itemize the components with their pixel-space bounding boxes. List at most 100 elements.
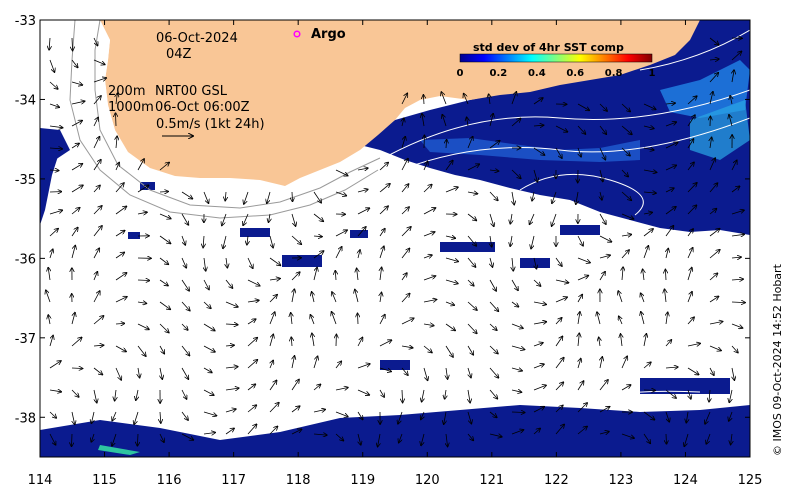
- current-arrow: [159, 192, 168, 193]
- current-arrow: [93, 37, 98, 46]
- colorbar-tick-label: 0.6: [566, 68, 584, 79]
- ssh-contour: [519, 173, 644, 216]
- current-arrow: [489, 141, 500, 149]
- current-arrow: [665, 188, 674, 193]
- current-arrow: [71, 59, 78, 67]
- current-arrow: [93, 345, 104, 346]
- x-tick-label: 123: [608, 473, 633, 488]
- current-arrow: [225, 279, 233, 288]
- current-arrow: [599, 103, 607, 111]
- current-arrow: [643, 126, 654, 129]
- current-arrow: [467, 257, 476, 267]
- current-arrow: [203, 323, 215, 331]
- current-arrow: [181, 411, 188, 420]
- current-arrow: [93, 137, 100, 149]
- current-arrow: [511, 301, 519, 307]
- current-arrow: [684, 433, 689, 446]
- current-arrow: [116, 113, 117, 127]
- current-arrow: [489, 323, 497, 330]
- current-arrow: [621, 125, 632, 134]
- current-arrow: [687, 183, 697, 193]
- current-arrow: [643, 229, 653, 237]
- current-arrow: [137, 159, 144, 171]
- current-arrow: [621, 169, 628, 177]
- current-arrow: [446, 140, 447, 149]
- current-arrow: [203, 279, 209, 290]
- current-arrow: [687, 96, 697, 105]
- current-arrow: [665, 165, 676, 171]
- current-arrow: [115, 323, 124, 324]
- map-date: 06-Oct-2024: [156, 31, 238, 46]
- current-arrow: [181, 389, 187, 399]
- current-arrow: [599, 125, 606, 134]
- current-arrow: [48, 315, 50, 325]
- current-arrow: [599, 380, 608, 391]
- colorbar-tick-label: 0.8: [605, 68, 623, 79]
- current-arrow: [225, 324, 238, 325]
- current-arrow: [643, 411, 655, 420]
- current-arrow: [599, 432, 609, 434]
- current-arrow: [401, 207, 409, 215]
- current-arrow: [709, 345, 721, 351]
- current-arrow: [731, 433, 732, 445]
- current-arrow: [706, 433, 711, 444]
- current-arrow: [687, 115, 695, 127]
- current-arrow: [203, 411, 217, 416]
- current-arrow: [445, 302, 454, 305]
- current-arrow: [313, 213, 323, 221]
- current-arrow: [555, 382, 563, 391]
- current-arrow: [115, 231, 125, 237]
- current-arrow: [665, 122, 676, 127]
- y-tick-label: -35: [15, 173, 36, 188]
- current-arrow: [534, 257, 537, 269]
- current-arrow: [555, 280, 569, 283]
- product-label: NRT00 GSL: [155, 84, 228, 99]
- current-arrow: [555, 147, 562, 158]
- current-arrow: [49, 210, 62, 215]
- colorbar-tick-label: 0.4: [528, 68, 546, 79]
- current-arrow: [380, 267, 382, 281]
- current-arrow: [666, 433, 667, 444]
- current-arrow: [533, 302, 546, 304]
- current-arrow: [467, 279, 474, 286]
- current-arrow: [380, 293, 382, 303]
- current-arrow: [225, 428, 234, 435]
- current-arrow: [555, 358, 564, 369]
- current-arrow: [687, 317, 694, 325]
- current-arrow: [401, 273, 407, 281]
- current-arrow: [203, 345, 215, 352]
- current-arrow: [313, 236, 322, 237]
- current-arrow: [687, 205, 697, 215]
- current-arrow: [577, 276, 588, 281]
- current-arrow: [687, 248, 693, 259]
- current-arrow: [421, 411, 424, 419]
- current-arrow: [313, 268, 317, 281]
- current-arrow: [705, 411, 711, 424]
- x-tick-label: 114: [28, 473, 53, 488]
- current-arrow: [686, 411, 688, 423]
- x-tick-label: 116: [157, 473, 182, 488]
- current-arrow: [578, 359, 581, 369]
- sst-patch: [350, 230, 368, 238]
- current-arrow: [578, 333, 579, 347]
- current-arrow: [357, 168, 368, 170]
- x-tick-label: 125: [738, 473, 763, 488]
- current-arrow: [423, 367, 428, 380]
- current-arrow: [621, 356, 627, 369]
- current-arrow: [731, 279, 743, 280]
- current-arrow: [511, 390, 522, 392]
- current-arrow: [731, 210, 744, 215]
- x-tick-label: 121: [479, 473, 504, 488]
- current-arrow: [644, 334, 646, 347]
- current-arrow: [621, 103, 630, 112]
- current-arrow: [181, 213, 188, 225]
- current-arrow: [665, 411, 669, 422]
- current-arrow: [225, 367, 238, 368]
- current-arrow: [401, 159, 408, 171]
- current-arrow: [467, 235, 476, 246]
- current-arrow: [203, 235, 204, 248]
- current-arrow: [91, 411, 94, 423]
- current-arrow: [357, 208, 369, 215]
- current-arrow: [467, 164, 479, 171]
- current-arrow: [600, 191, 602, 200]
